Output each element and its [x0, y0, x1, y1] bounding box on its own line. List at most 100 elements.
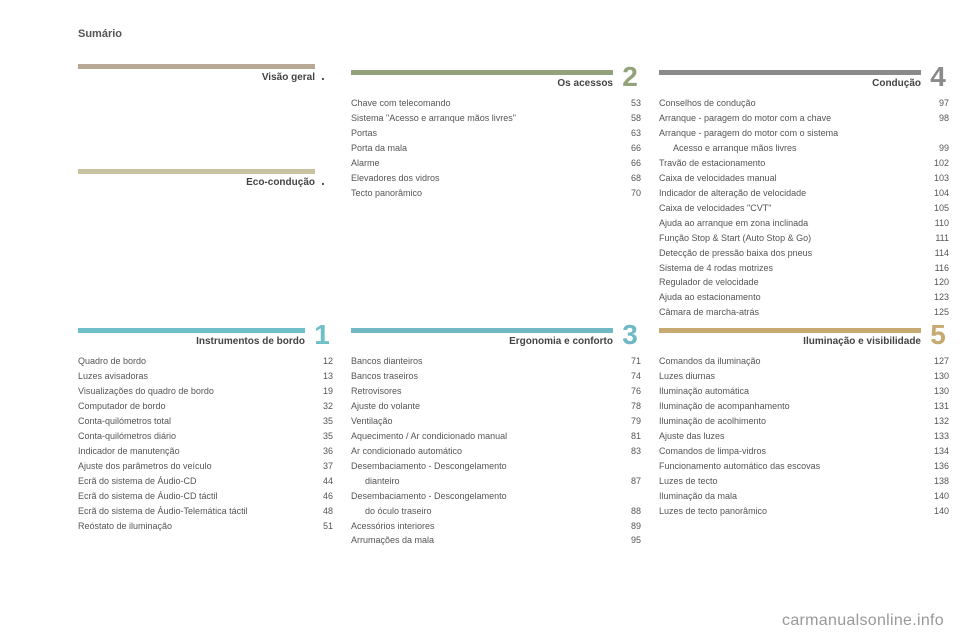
toc-entries: Quadro de bordo12Luzes avisadoras13Visua…	[78, 355, 333, 533]
toc-entry: Iluminação automática130	[659, 385, 949, 399]
column-1: Visão geral . Eco-condução .	[78, 64, 333, 576]
toc-entry: Luzes de tecto138	[659, 475, 949, 489]
toc-entry: Acessórios interiores89	[351, 520, 641, 534]
section-title: Ergonomia e conforto	[351, 336, 613, 347]
section-acessos: Os acessos 2 Chave com telecomando53Sist…	[351, 64, 641, 201]
toc-entry-label: Aquecimento / Ar condicionado manual	[351, 430, 615, 444]
toc-entry-page: 132	[923, 415, 949, 429]
toc-entry-label: Retrovisores	[351, 385, 615, 399]
section-title: Condução	[659, 78, 921, 89]
toc-entry-label: Conta-quilómetros total	[78, 415, 307, 429]
toc-entry: Alarme66	[351, 157, 641, 171]
toc-entry: Retrovisores76	[351, 385, 641, 399]
toc-entry-label: Travão de estacionamento	[659, 157, 923, 171]
toc-entry: Regulador de velocidade120	[659, 276, 949, 290]
toc-entry: Ajuda ao arranque em zona inclinada110	[659, 217, 949, 231]
section-number: 3	[619, 322, 641, 347]
toc-entry-label: Indicador de alteração de velocidade	[659, 187, 923, 201]
toc-entry-page: 51	[307, 520, 333, 534]
toc-entry: Porta da mala66	[351, 142, 641, 156]
section-visao-geral: Visão geral .	[78, 64, 333, 83]
section-bar	[78, 64, 315, 69]
section-number: 2	[619, 64, 641, 89]
toc-entry-page: 102	[923, 157, 949, 171]
toc-entry-label: Reóstato de iluminação	[78, 520, 307, 534]
toc-entry-page: 104	[923, 187, 949, 201]
toc-entry: Travão de estacionamento102	[659, 157, 949, 171]
toc-entry-label: Iluminação de acompanhamento	[659, 400, 923, 414]
toc-entry: Visualizações do quadro de bordo19	[78, 385, 333, 399]
toc-entry-label: Ajuste do volante	[351, 400, 615, 414]
toc-entry-page: 63	[615, 127, 641, 141]
toc-entry-page: 116	[923, 262, 949, 276]
toc-entry-label: Ecrã do sistema de Áudio-CD táctil	[78, 490, 307, 504]
toc-entry-label: Iluminação automática	[659, 385, 923, 399]
toc-entry-page: 79	[615, 415, 641, 429]
toc-entry: Reóstato de iluminação51	[78, 520, 333, 534]
toc-entry-page: 12	[307, 355, 333, 369]
toc-entry-label: Acesso e arranque mãos livres	[659, 142, 923, 156]
toc-entry-page: 19	[307, 385, 333, 399]
toc-entry-label: Quadro de bordo	[78, 355, 307, 369]
footer-watermark: carmanualsonline.info	[782, 612, 944, 630]
toc-entry-page: 46	[307, 490, 333, 504]
toc-entry: do óculo traseiro88	[351, 505, 641, 519]
toc-entry-label: Funcionamento automático das escovas	[659, 460, 923, 474]
toc-entry-label: Tecto panorâmico	[351, 187, 615, 201]
section-bar	[659, 70, 921, 75]
toc-entry-page: 88	[615, 505, 641, 519]
toc-entry: Arranque - paragem do motor com o sistem…	[659, 127, 949, 141]
toc-entry-page: 66	[615, 142, 641, 156]
toc-entry: Comandos da iluminação127	[659, 355, 949, 369]
toc-entry-page: 103	[923, 172, 949, 186]
toc-entry-label: Elevadores dos vidros	[351, 172, 615, 186]
section-bar	[351, 70, 613, 75]
toc-entry-page: 130	[923, 385, 949, 399]
section-marker: .	[321, 173, 333, 187]
toc-entry: Ajuste das luzes133	[659, 430, 949, 444]
toc-entry: Ajuste dos parâmetros do veículo37	[78, 460, 333, 474]
toc-entry: Ecrã do sistema de Áudio-CD táctil46	[78, 490, 333, 504]
toc-entry: Ecrã do sistema de Áudio-Telemática táct…	[78, 505, 333, 519]
toc-entry-page: 120	[923, 276, 949, 290]
toc-entry: Luzes diurnas130	[659, 370, 949, 384]
toc-entry: Acesso e arranque mãos livres99	[659, 142, 949, 156]
toc-entry-page: 98	[923, 112, 949, 126]
section-bar	[659, 328, 921, 333]
toc-entry-page: 44	[307, 475, 333, 489]
toc-entry-label: Bancos traseiros	[351, 370, 615, 384]
toc-entry-page: 131	[923, 400, 949, 414]
toc-entry-page: 127	[923, 355, 949, 369]
toc-entry-label: Iluminação da mala	[659, 490, 923, 504]
toc-entry-page: 123	[923, 291, 949, 305]
toc-entry: Função Stop & Start (Auto Stop & Go)111	[659, 232, 949, 246]
toc-entry-page: 76	[615, 385, 641, 399]
toc-entry-page: 136	[923, 460, 949, 474]
toc-entry: Ajuste do volante78	[351, 400, 641, 414]
toc-entry-label: Sistema de 4 rodas motrizes	[659, 262, 923, 276]
content-grid: Visão geral . Eco-condução .	[78, 64, 908, 576]
toc-entry-label: Conselhos de condução	[659, 97, 923, 111]
toc-entry-page: 58	[615, 112, 641, 126]
toc-entry-page: 99	[923, 142, 949, 156]
toc-entry-page: 97	[923, 97, 949, 111]
toc-entry-label: Luzes de tecto panorâmico	[659, 505, 923, 519]
toc-entry-page: 81	[615, 430, 641, 444]
column-3: Condução 4 Conselhos de condução97Arranq…	[659, 64, 949, 576]
section-title: Visão geral	[78, 72, 315, 83]
toc-entry-page: 133	[923, 430, 949, 444]
toc-entry: Caixa de velocidades manual103	[659, 172, 949, 186]
toc-entry-label: Arranque - paragem do motor com a chave	[659, 112, 923, 126]
toc-entry-page: 114	[923, 247, 949, 261]
toc-entry: Arrumações da mala95	[351, 534, 641, 548]
section-conducao: Condução 4 Conselhos de condução97Arranq…	[659, 64, 949, 320]
toc-entry: Caixa de velocidades "CVT"105	[659, 202, 949, 216]
toc-entry-label: Ecrã do sistema de Áudio-Telemática táct…	[78, 505, 307, 519]
toc-entry-label: Desembaciamento - Descongelamento	[351, 490, 615, 504]
toc-entry: Aquecimento / Ar condicionado manual81	[351, 430, 641, 444]
toc-entry: Indicador de manutenção36	[78, 445, 333, 459]
toc-entry: Arranque - paragem do motor com a chave9…	[659, 112, 949, 126]
toc-entry-page: 78	[615, 400, 641, 414]
section-bar	[351, 328, 613, 333]
toc-entry-label: Comandos de limpa-vidros	[659, 445, 923, 459]
